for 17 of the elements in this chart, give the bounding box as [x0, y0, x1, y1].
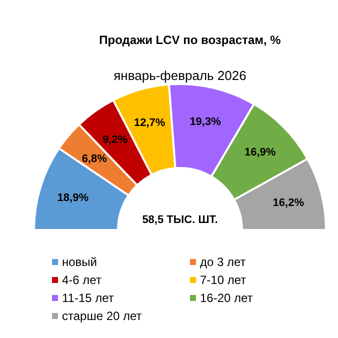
chart-subtitle: январь-февраль 2026	[114, 68, 246, 83]
data-label: 16,2%	[272, 196, 304, 209]
data-label: 6,8%	[82, 152, 108, 165]
legend-label: 16-20 лет	[200, 291, 254, 305]
legend-label: до 3 лет	[200, 255, 246, 269]
data-label: 18,9%	[57, 192, 89, 204]
legend-label: новый	[62, 255, 98, 269]
legend-label: 11-15 лет	[62, 291, 114, 305]
data-label: 16,9%	[244, 146, 276, 159]
legend-label: старше 20 лет	[62, 309, 142, 323]
data-label: 9,2%	[102, 134, 128, 146]
chart-title: Продажи LCV по возрастам, %	[99, 33, 282, 47]
text: 58,5 ТЫС. ШТ.	[142, 214, 218, 226]
legend-label: 7-10 лет	[200, 273, 247, 287]
data-label: 19,3%	[190, 116, 222, 128]
data-label: 12,7%	[134, 117, 166, 130]
legend-label: 4-6 лет	[62, 273, 102, 287]
